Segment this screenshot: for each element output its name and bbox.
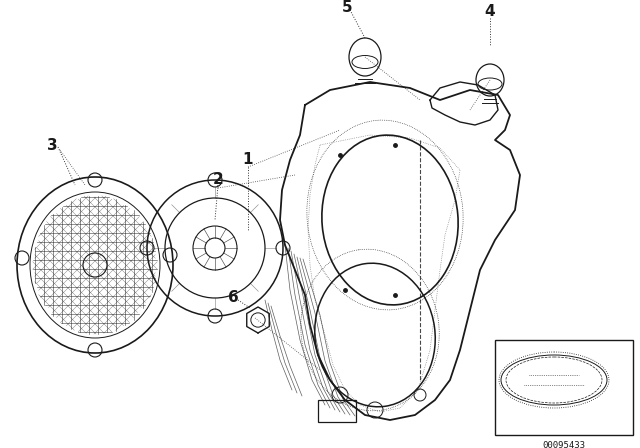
Bar — [495, 340, 633, 435]
Text: 4: 4 — [484, 4, 495, 20]
Text: 6: 6 — [228, 289, 238, 305]
Text: 5: 5 — [342, 0, 352, 14]
Text: 1: 1 — [243, 152, 253, 168]
Text: 2: 2 — [212, 172, 223, 188]
Bar — [318, 400, 356, 422]
Text: 00095433: 00095433 — [543, 441, 586, 448]
Text: 3: 3 — [47, 138, 58, 152]
